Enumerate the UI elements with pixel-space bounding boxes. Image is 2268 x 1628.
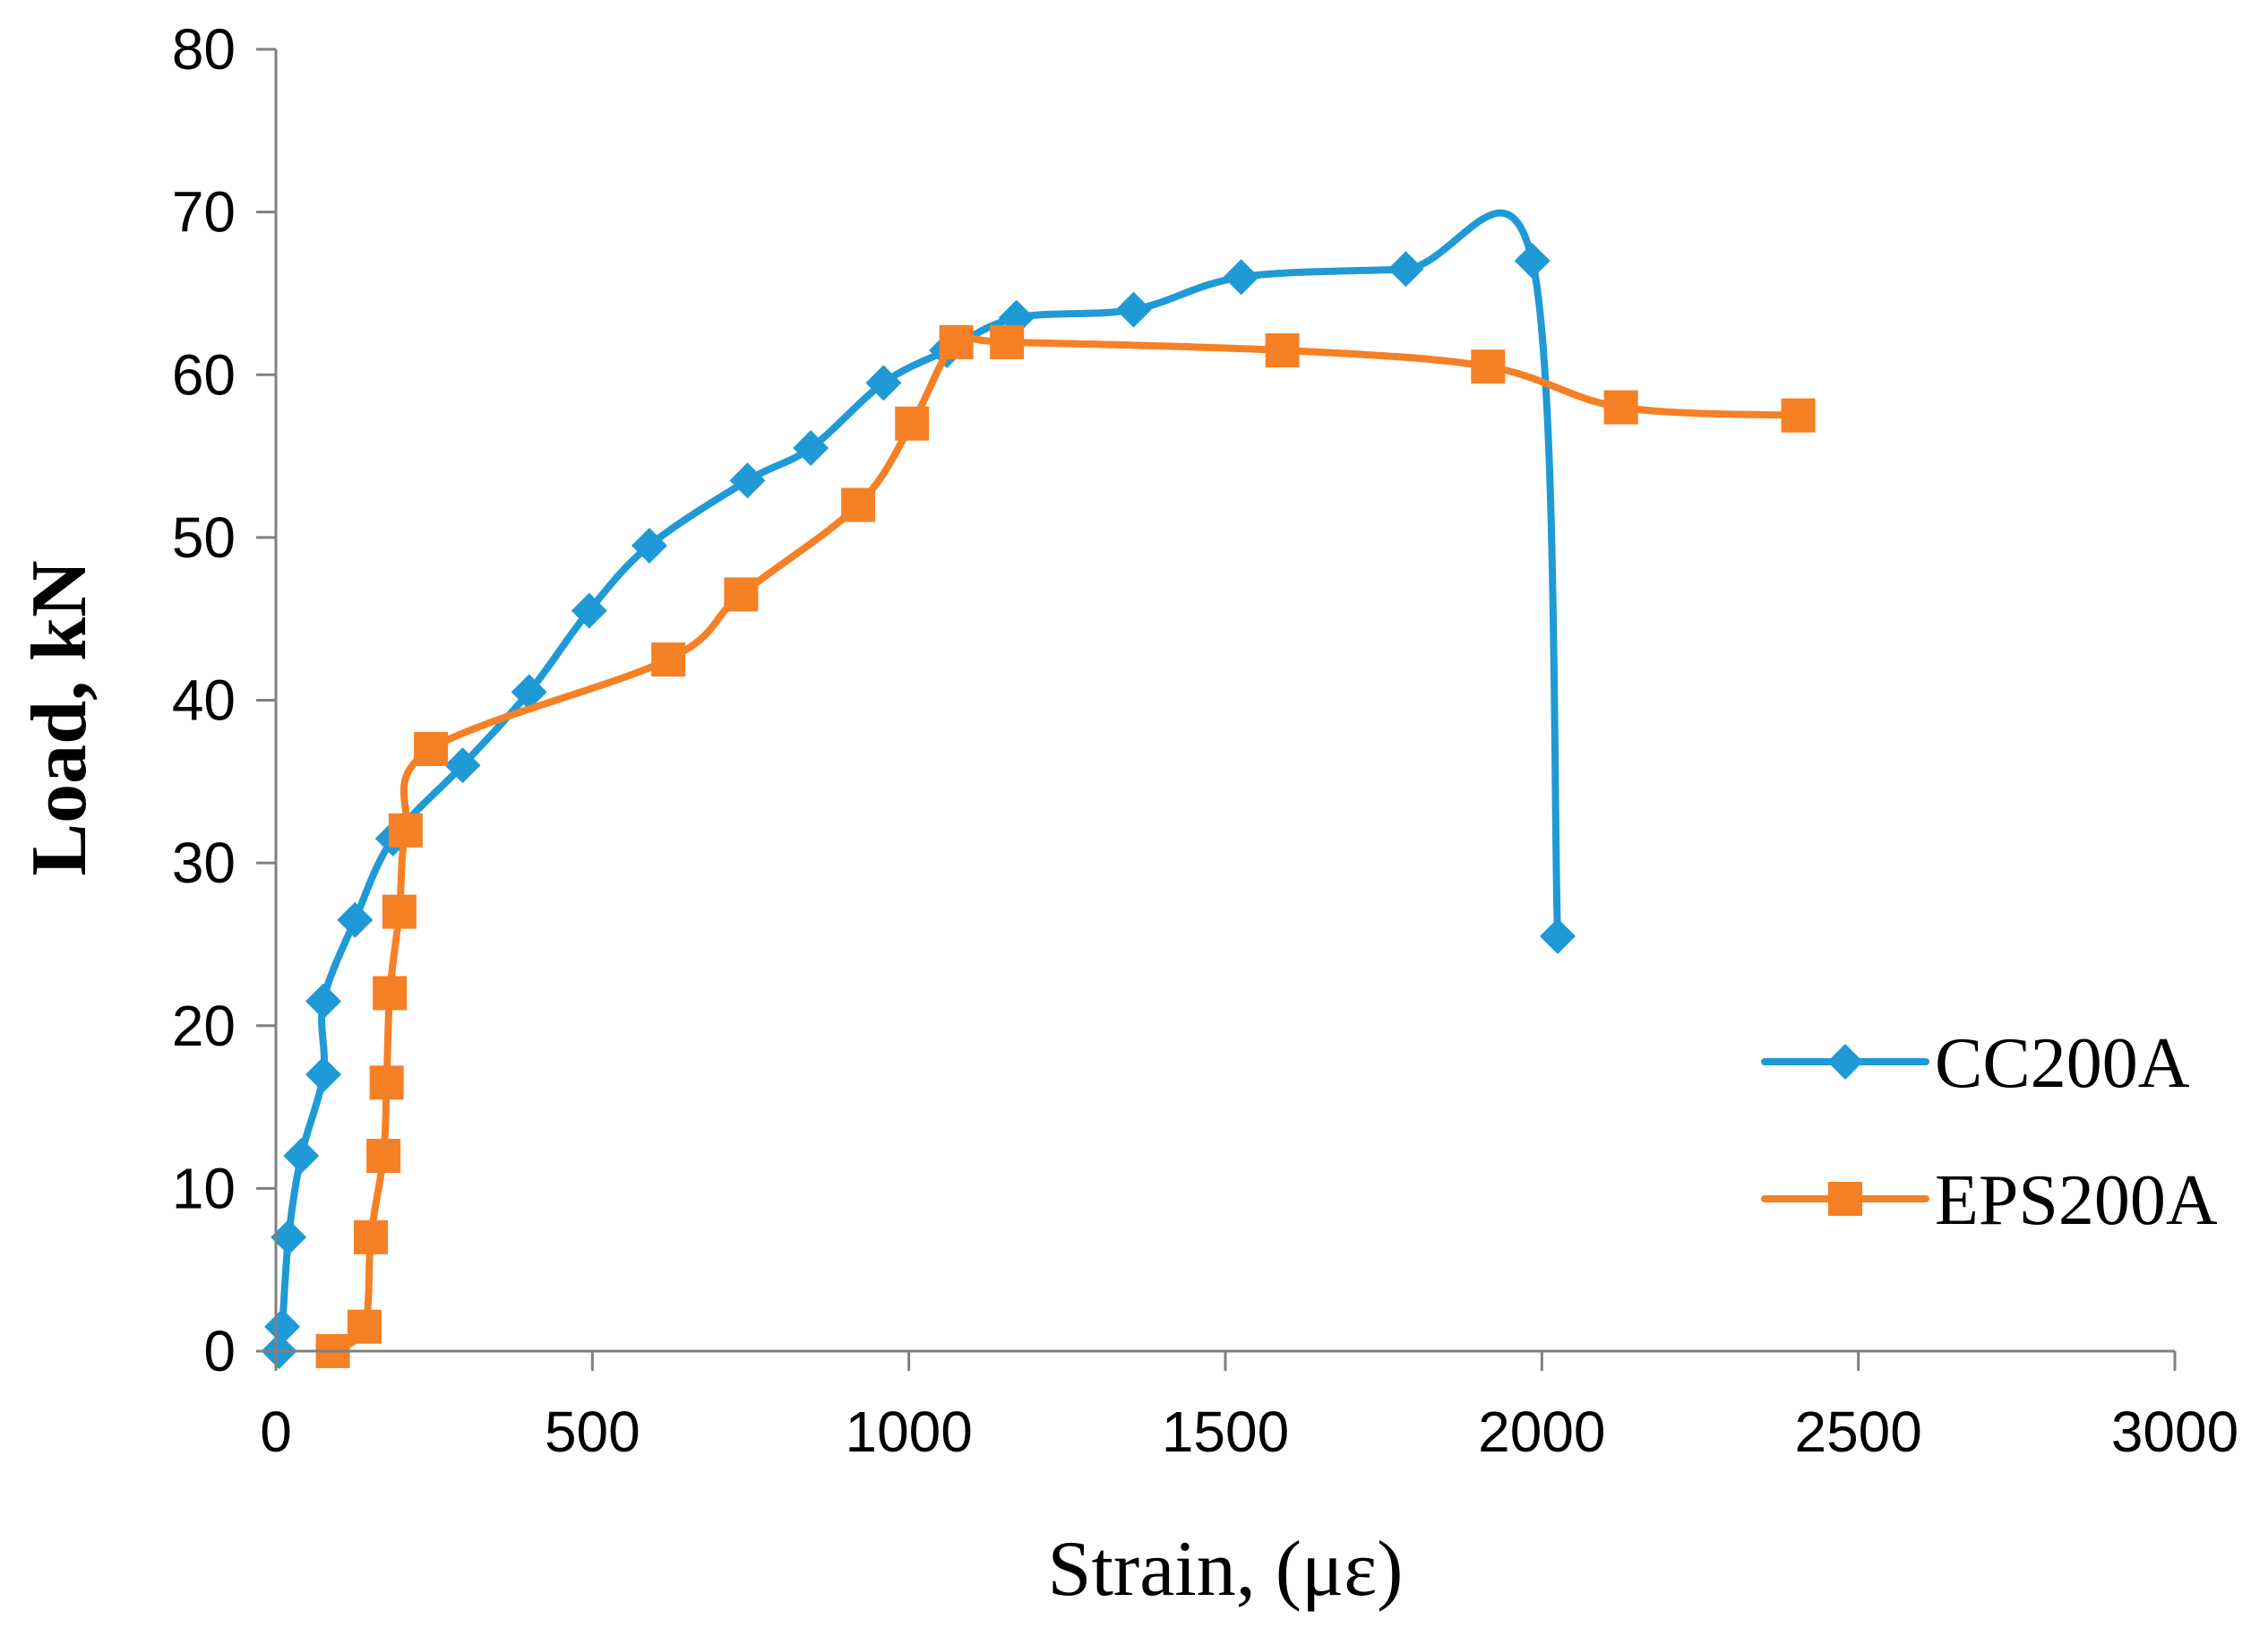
legend-item-cc200a: CC200A bbox=[1761, 1024, 2190, 1103]
data-point-cc200a bbox=[305, 983, 341, 1020]
legend-label-cc200a: CC200A bbox=[1935, 1024, 2190, 1103]
data-point-cc200a bbox=[271, 1219, 307, 1255]
data-point-cc200a bbox=[865, 365, 902, 401]
y-tick-label: 80 bbox=[172, 17, 236, 82]
y-tick-label: 30 bbox=[172, 831, 236, 895]
x-tick-label: 2500 bbox=[1794, 1400, 1921, 1464]
series-eps200a bbox=[315, 324, 1816, 1368]
x-tick-label: 3000 bbox=[2111, 1400, 2238, 1464]
data-point-eps200a bbox=[382, 894, 417, 929]
data-point-cc200a bbox=[1223, 259, 1259, 296]
data-point-eps200a bbox=[373, 976, 408, 1011]
data-point-cc200a bbox=[571, 592, 607, 629]
data-point-cc200a bbox=[511, 674, 547, 711]
y-tick-label: 60 bbox=[172, 342, 236, 407]
x-tick-label: 0 bbox=[260, 1400, 292, 1464]
y-tick-label: 70 bbox=[172, 180, 236, 245]
data-point-eps200a bbox=[1265, 333, 1300, 368]
data-point-eps200a bbox=[990, 324, 1025, 359]
data-point-cc200a bbox=[264, 1308, 301, 1345]
x-tick-label: 500 bbox=[545, 1400, 640, 1464]
data-point-eps200a bbox=[1781, 398, 1816, 433]
data-point-cc200a bbox=[729, 462, 766, 499]
y-tick-label: 10 bbox=[172, 1156, 236, 1220]
data-point-eps200a bbox=[1471, 349, 1506, 384]
data-point-eps200a bbox=[369, 1065, 404, 1100]
data-point-eps200a bbox=[366, 1139, 401, 1174]
data-point-eps200a bbox=[347, 1309, 382, 1344]
data-point-cc200a bbox=[1514, 243, 1551, 280]
y-tick-label: 40 bbox=[172, 668, 236, 733]
legend-label-eps200a: EPS200A bbox=[1935, 1161, 2218, 1240]
data-point-eps200a bbox=[724, 577, 759, 612]
ticks-layer: 0 10 20 30 40 50 60 70 80 0 500 1000 1500 2000 2500 300… bbox=[172, 17, 2238, 1464]
y-tick-label: 0 bbox=[203, 1319, 236, 1383]
data-point-cc200a bbox=[1387, 251, 1424, 288]
legend: CC200A EPS200A bbox=[1761, 1024, 2218, 1240]
legend-item-eps200a: EPS200A bbox=[1761, 1161, 2218, 1240]
data-point-cc200a bbox=[305, 1056, 341, 1093]
x-tick-label: 1000 bbox=[845, 1400, 972, 1464]
data-point-eps200a bbox=[354, 1219, 388, 1254]
y-tick-label: 50 bbox=[172, 505, 236, 570]
data-point-cc200a bbox=[1540, 917, 1576, 954]
x-tick-label: 1500 bbox=[1162, 1400, 1289, 1464]
data-point-eps200a bbox=[939, 324, 974, 359]
series-layer bbox=[261, 209, 1816, 1369]
data-point-eps200a bbox=[651, 642, 686, 677]
data-point-cc200a bbox=[283, 1138, 320, 1175]
data-point-eps200a bbox=[895, 406, 930, 441]
legend-marker-cc200a bbox=[1827, 1044, 1863, 1080]
y-tick-label: 20 bbox=[172, 994, 236, 1058]
data-point-eps200a bbox=[414, 731, 449, 766]
data-point-cc200a bbox=[337, 901, 374, 938]
data-point-cc200a bbox=[793, 429, 829, 466]
x-tick-label: 2000 bbox=[1478, 1400, 1605, 1464]
y-axis-title: Load, kN bbox=[16, 560, 103, 875]
data-point-eps200a bbox=[1603, 390, 1638, 425]
x-axis-title: Strain, (με) bbox=[1048, 1526, 1404, 1613]
data-point-cc200a bbox=[1115, 291, 1152, 328]
data-point-cc200a bbox=[444, 747, 481, 784]
data-point-eps200a bbox=[841, 487, 876, 522]
data-point-cc200a bbox=[631, 527, 667, 564]
data-point-eps200a bbox=[388, 813, 423, 848]
legend-marker-eps200a bbox=[1828, 1182, 1862, 1216]
